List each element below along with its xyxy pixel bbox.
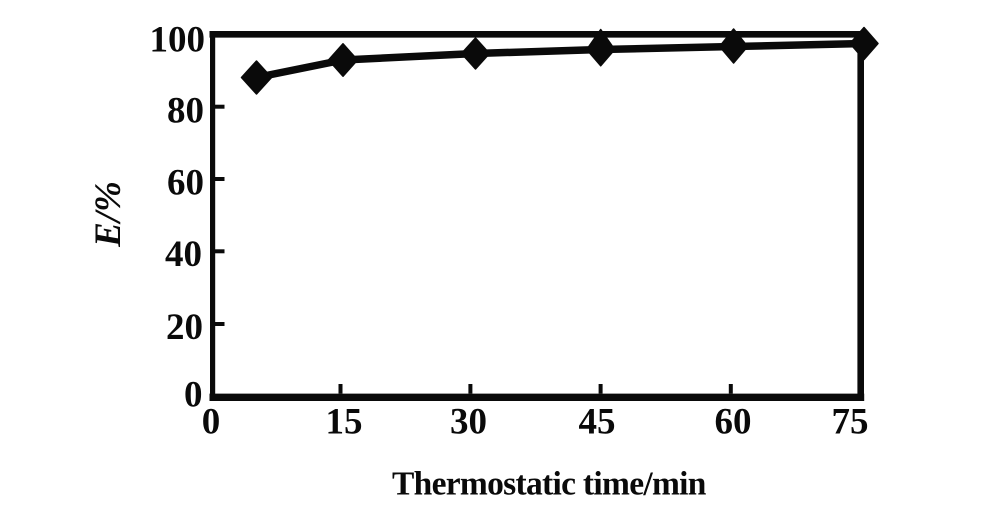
svg-text:60: 60 xyxy=(167,162,204,203)
svg-text:75: 75 xyxy=(832,402,869,443)
svg-text:0: 0 xyxy=(184,374,203,415)
svg-text:45: 45 xyxy=(579,402,616,443)
svg-text:20: 20 xyxy=(166,307,203,348)
svg-text:15: 15 xyxy=(326,402,363,443)
svg-text:80: 80 xyxy=(167,90,204,131)
svg-text:Thermostatic time/min: Thermostatic time/min xyxy=(392,466,707,503)
svg-text:100: 100 xyxy=(150,19,206,60)
svg-text:0: 0 xyxy=(202,402,221,443)
svg-text:E/%: E/% xyxy=(88,181,129,248)
svg-text:40: 40 xyxy=(165,234,202,275)
svg-text:60: 60 xyxy=(715,402,752,443)
svg-text:30: 30 xyxy=(450,402,487,443)
